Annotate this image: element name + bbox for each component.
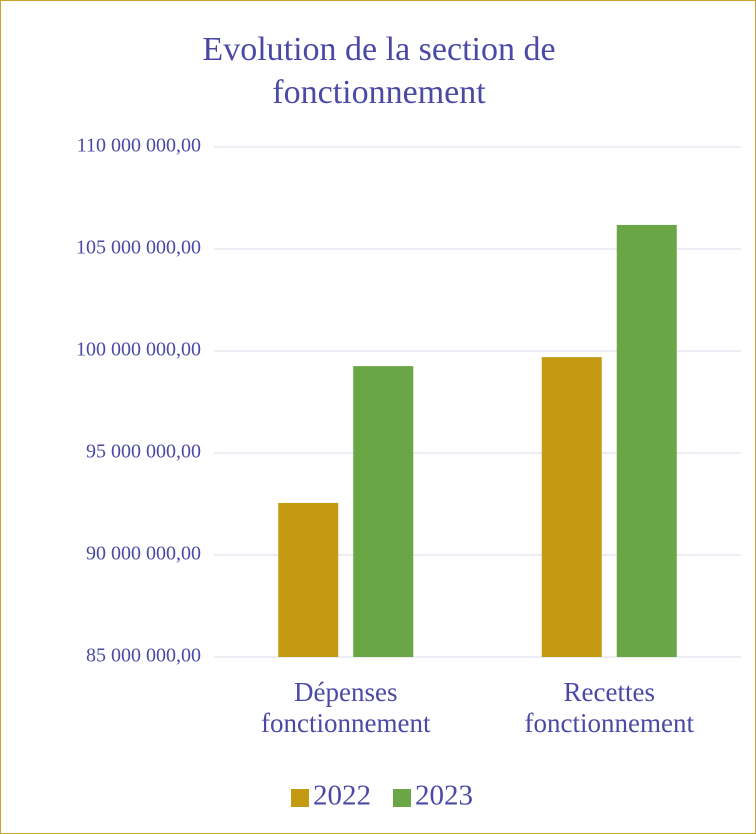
legend-label: 2022 — [313, 780, 371, 812]
legend-swatch — [393, 789, 411, 807]
chart-title: Evolution de la section de fonctionnemen… — [202, 31, 556, 111]
y-tick-label: 105 000 000,00 — [76, 237, 201, 259]
legend-swatch — [291, 789, 309, 807]
y-tick-label: 85 000 000,00 — [86, 645, 201, 667]
legend-label: 2023 — [415, 780, 473, 812]
bar — [616, 224, 677, 658]
x-tick-label: Dépenses fonctionnement — [261, 677, 431, 739]
y-tick-label: 100 000 000,00 — [76, 339, 201, 361]
y-tick-label: 110 000 000,00 — [77, 135, 201, 157]
bar — [353, 366, 414, 657]
x-tick-label: Recettes fonctionnement — [524, 677, 694, 739]
bar — [541, 357, 602, 657]
bar — [278, 502, 339, 657]
y-tick-label: 90 000 000,00 — [86, 543, 201, 565]
y-tick-label: 95 000 000,00 — [86, 441, 201, 463]
